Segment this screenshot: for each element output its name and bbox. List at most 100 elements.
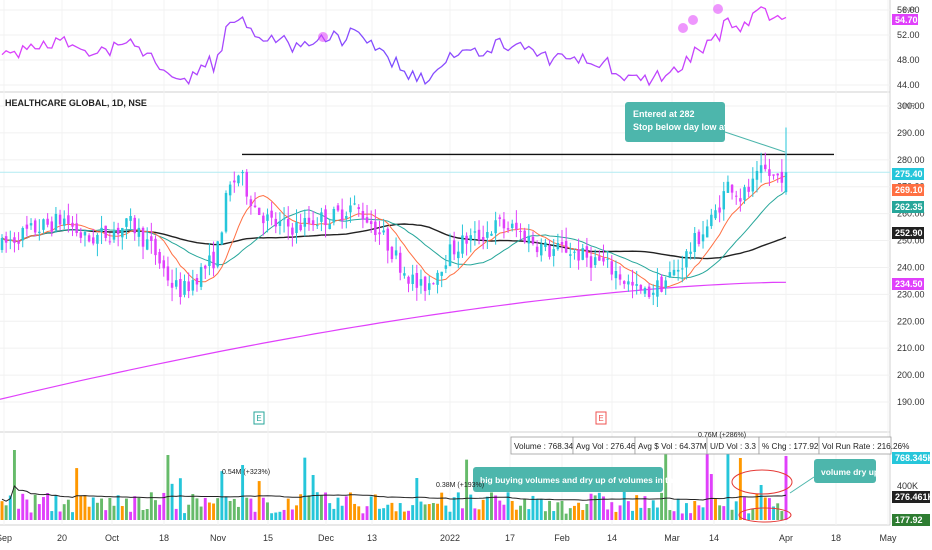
candle (42, 218, 45, 234)
candle (676, 259, 680, 281)
candle-body (772, 174, 775, 176)
volume-bar (564, 513, 568, 520)
spike-label-2: 0.38M (+193%) (436, 482, 484, 489)
candle (386, 226, 390, 264)
volume-bar (465, 459, 469, 520)
candle (220, 231, 224, 245)
candle (13, 232, 16, 253)
volume-bar (133, 496, 137, 520)
candle (581, 243, 584, 261)
candle (54, 207, 58, 233)
candle-body (58, 214, 62, 225)
volume-bar (274, 512, 278, 520)
candle (183, 274, 186, 298)
price-tick-label: 230.00 (897, 289, 925, 299)
volume-bar (249, 498, 253, 520)
candle (253, 192, 257, 209)
volume-bar (597, 492, 601, 520)
candle (378, 220, 381, 245)
candle (486, 221, 489, 249)
candle (506, 221, 510, 233)
volume-bar (448, 511, 452, 520)
candle (544, 238, 547, 252)
volume-bar (622, 470, 626, 520)
volume-bar (253, 511, 257, 520)
candle (133, 215, 136, 241)
candle-body (498, 217, 502, 219)
volume-tag-text: 177.92 (895, 515, 923, 525)
candle-body (87, 235, 91, 242)
volume-info-box: Vol Run Rate : 216.26% (818, 436, 909, 455)
volume-bar (319, 495, 323, 520)
rsi-tick-label: 56.00 (897, 5, 920, 15)
candle-body (423, 276, 427, 292)
price-tick-label: 260.00 (897, 209, 925, 219)
candle (361, 202, 365, 229)
volume-bar (473, 508, 477, 520)
candle-body (759, 165, 763, 174)
volume-info-box: U/D Vol : 3.3 (706, 436, 760, 455)
candle (465, 232, 468, 256)
candle (112, 221, 116, 243)
volume-bar (104, 510, 108, 520)
volume-bar (224, 497, 228, 520)
volume-info-box: % Chg : 177.92% (758, 436, 826, 455)
x-tick-label: 2022 (440, 533, 460, 543)
volume-bar (502, 504, 506, 520)
candle (125, 218, 128, 239)
volume-bar (220, 471, 224, 520)
volume-bar (643, 496, 647, 520)
volume-bar (510, 500, 514, 520)
volume-tag: 768.345K (892, 452, 932, 464)
earnings-marker-2 (595, 411, 607, 425)
candle-body (394, 250, 398, 256)
candle-body (755, 170, 759, 180)
candle (622, 280, 626, 289)
candle-body (75, 223, 78, 234)
volume-bar (490, 492, 493, 520)
candle (469, 228, 472, 253)
candle (639, 284, 643, 294)
volume-bar (50, 511, 54, 520)
candle (473, 221, 477, 246)
candle-body (104, 225, 107, 238)
candle (643, 286, 647, 297)
volume-bar (626, 501, 630, 520)
volume-bar (655, 507, 659, 520)
candle-body (419, 279, 423, 286)
volume-bar (485, 496, 489, 520)
candle (726, 175, 730, 193)
candle-body (38, 231, 41, 234)
candle-body (481, 237, 485, 241)
candle (635, 270, 638, 295)
volume-bar (336, 497, 340, 520)
candle-body (440, 271, 443, 276)
price-tag-box (892, 227, 924, 239)
candle (71, 216, 74, 237)
rsi-high-marker (678, 23, 688, 33)
price-tag: 262.35 (892, 201, 924, 213)
candle (681, 255, 684, 283)
candle (270, 201, 273, 226)
candle (510, 219, 514, 232)
volume-info-box: Avg $ Vol : 64.37M (634, 436, 708, 455)
candle (759, 152, 763, 183)
volume-bar (365, 506, 369, 520)
candle-body (598, 256, 601, 261)
candle-body (573, 251, 576, 253)
candle (672, 259, 676, 277)
volume-bar (112, 505, 116, 520)
volume-bar (535, 498, 539, 520)
candle-body (71, 222, 74, 227)
candle-body (564, 241, 568, 253)
volume-bar (730, 509, 734, 520)
candle-body (477, 229, 481, 240)
candle (336, 203, 340, 213)
candle-body (593, 257, 597, 266)
candle (515, 210, 518, 238)
candle (150, 222, 153, 254)
price-tag-text: 262.35 (895, 202, 923, 212)
candle-body (291, 227, 294, 235)
candle-body (353, 203, 356, 205)
volume-bar (83, 495, 87, 520)
